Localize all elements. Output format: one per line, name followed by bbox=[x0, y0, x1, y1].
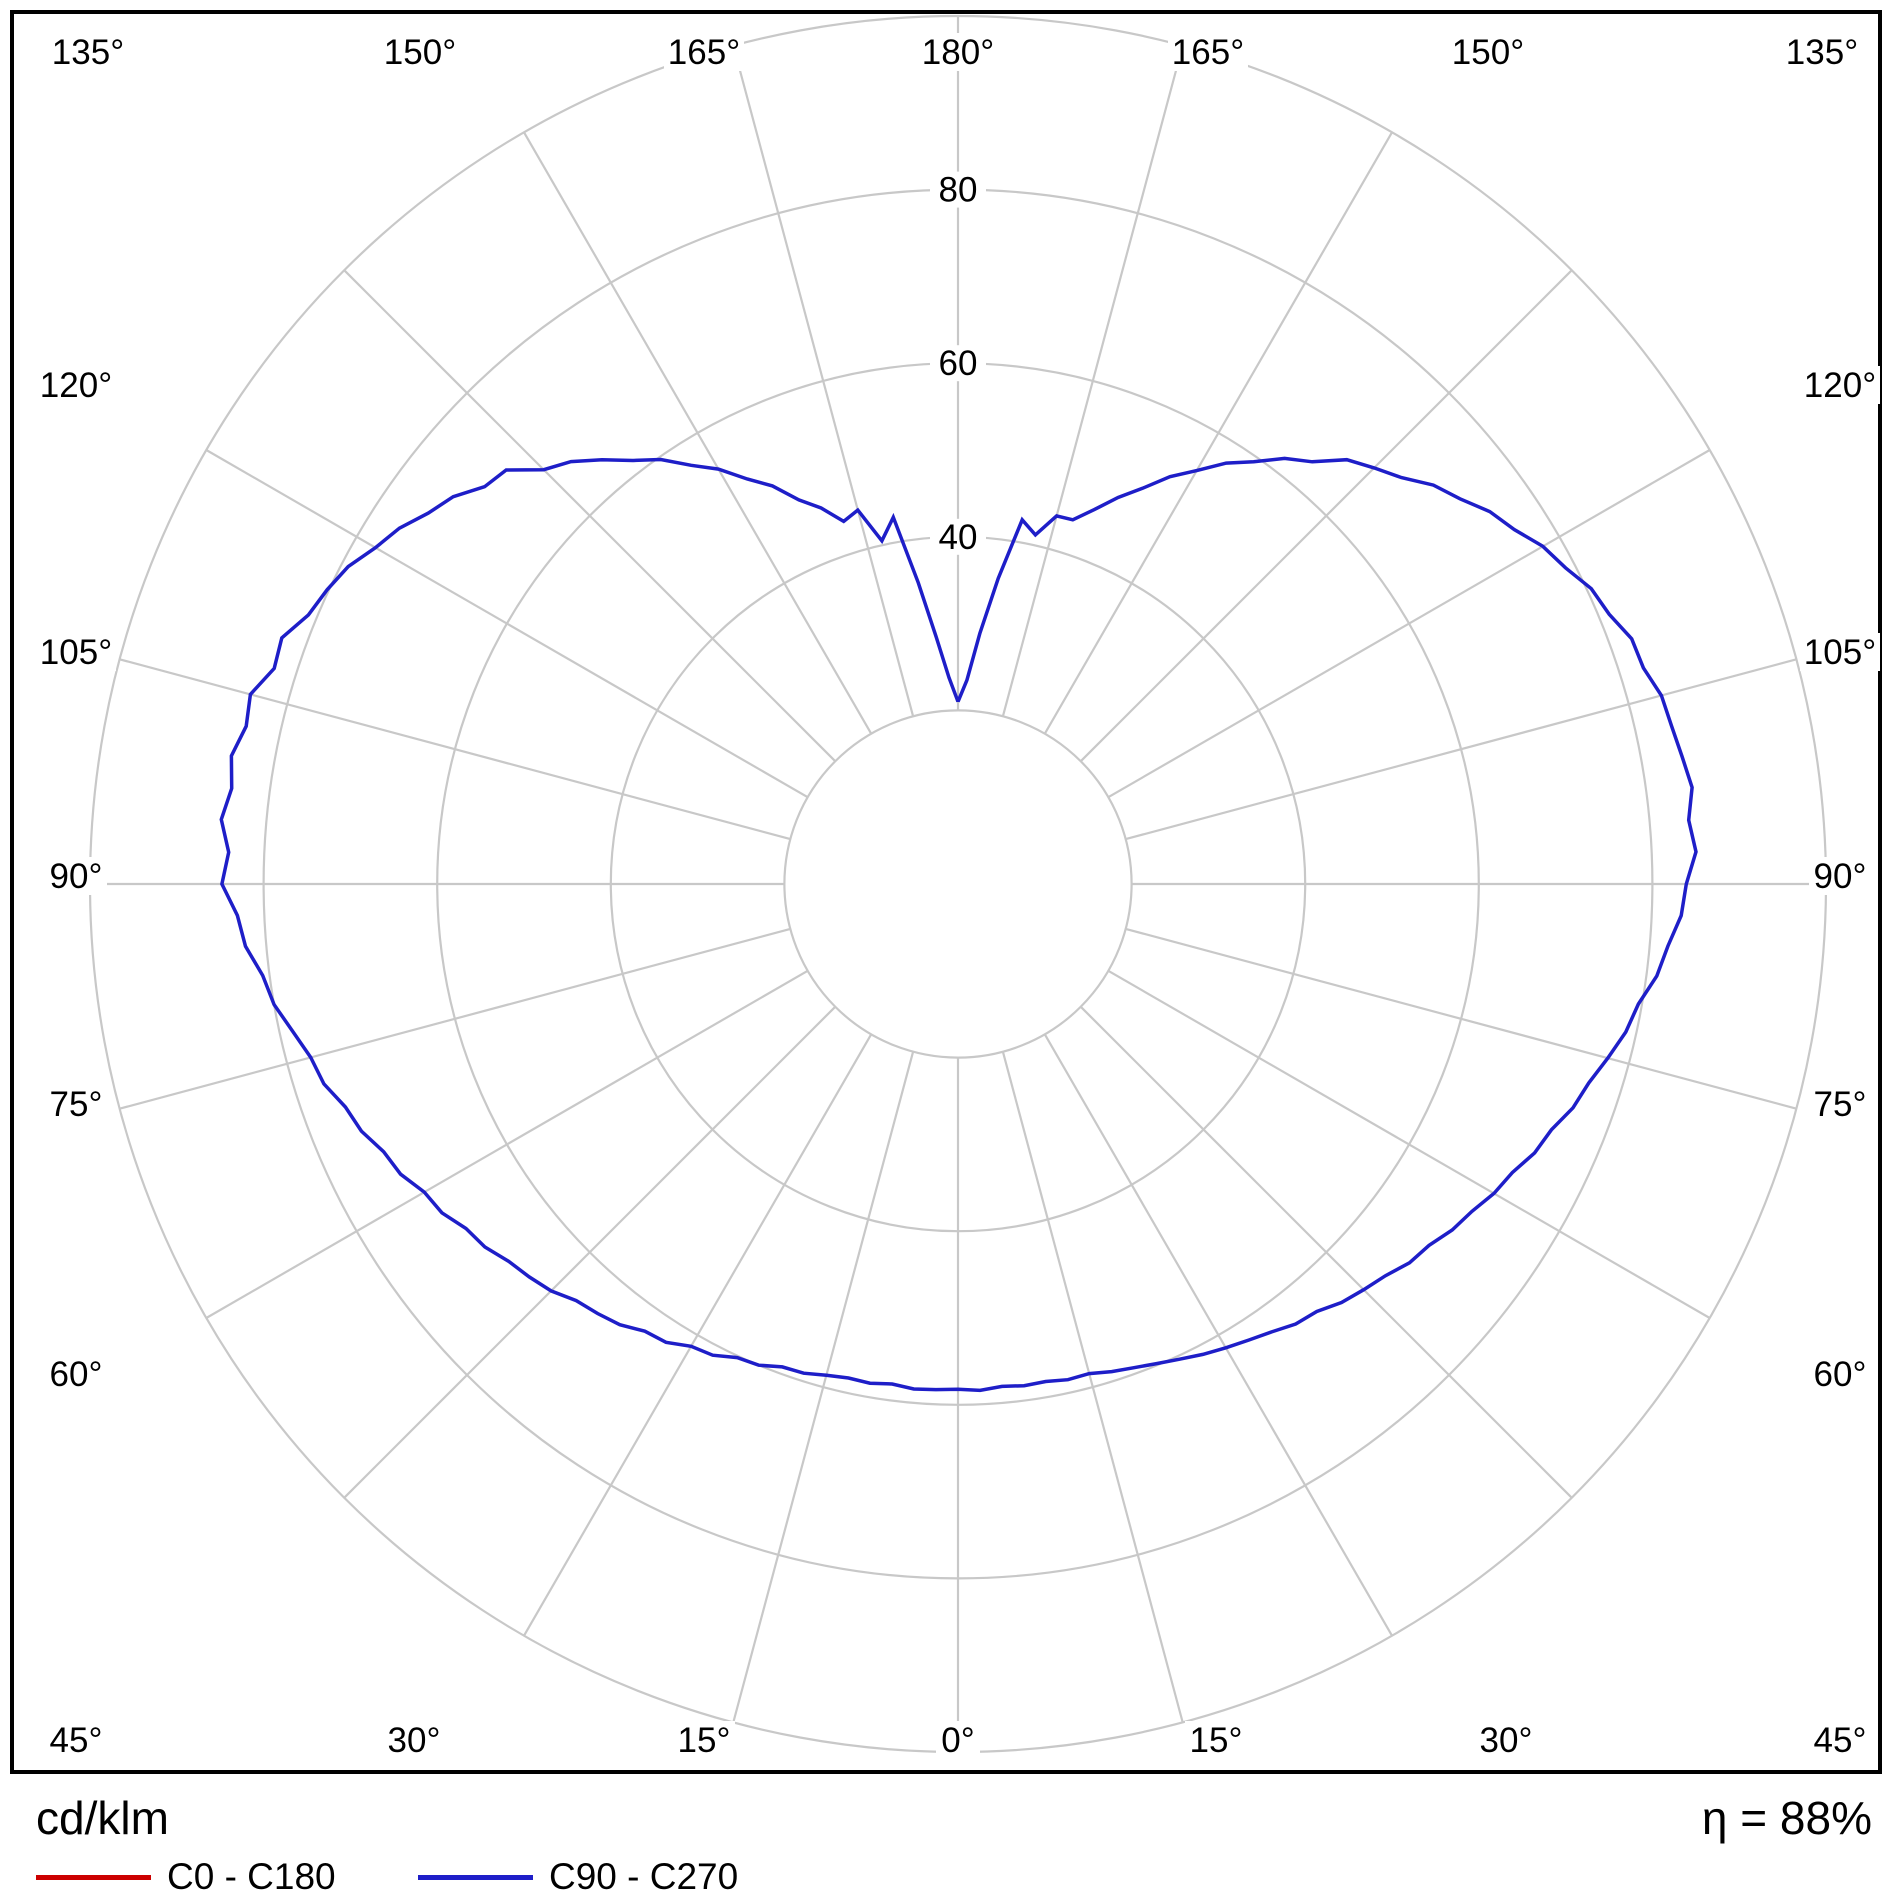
angle-label-bg bbox=[1800, 633, 1880, 671]
grid-spoke bbox=[119, 658, 791, 841]
angle-label: 135° bbox=[52, 33, 124, 72]
angle-label: 150° bbox=[384, 33, 456, 72]
angle-label: 45° bbox=[50, 1721, 103, 1760]
grid-spoke bbox=[1107, 449, 1711, 799]
angle-label: 120° bbox=[40, 366, 112, 405]
grid-spoke bbox=[205, 449, 809, 799]
legend-item-c0-c180: C0 - C180 bbox=[36, 1854, 336, 1900]
angle-label: 60° bbox=[1814, 1355, 1867, 1394]
angle-label-bg bbox=[45, 1355, 107, 1393]
angle-label: 105° bbox=[40, 633, 112, 672]
legend-swatch-c0-c180 bbox=[36, 1874, 151, 1880]
angle-label-bg bbox=[36, 633, 116, 671]
radial-tick-bg bbox=[930, 345, 986, 382]
grid-spoke bbox=[343, 1006, 836, 1499]
angle-label: 90° bbox=[1814, 857, 1867, 896]
angle-label-bg bbox=[1185, 1721, 1247, 1759]
grid-spoke bbox=[1043, 131, 1393, 735]
grid-spoke bbox=[523, 1033, 873, 1637]
angle-label: 105° bbox=[1804, 633, 1876, 672]
angle-label-bg bbox=[48, 33, 128, 71]
grid-spoke bbox=[119, 927, 791, 1110]
angle-label-bg bbox=[45, 1721, 107, 1759]
angle-label: 0° bbox=[941, 1721, 974, 1760]
grid-spoke bbox=[1107, 969, 1711, 1319]
grid-spoke bbox=[523, 131, 873, 735]
radial-tick-bg bbox=[930, 171, 986, 208]
legend: C0 - C180 C90 - C270 bbox=[0, 1854, 1900, 1900]
angle-label-bg bbox=[45, 1085, 107, 1123]
legend-label-c90-c270: C90 - C270 bbox=[549, 1856, 739, 1897]
angle-label: 90° bbox=[50, 857, 103, 896]
angle-label-bg bbox=[1782, 33, 1862, 71]
grid-spoke bbox=[1001, 45, 1184, 717]
radial-tick-label: 40 bbox=[939, 518, 978, 557]
angle-label: 15° bbox=[1190, 1721, 1243, 1760]
grid-spoke bbox=[205, 969, 809, 1319]
angle-label: 165° bbox=[668, 33, 740, 72]
grid-spoke bbox=[1125, 658, 1797, 841]
radial-tick-bg bbox=[930, 518, 986, 555]
angle-label-bg bbox=[1809, 1355, 1871, 1393]
angle-label: 180° bbox=[922, 33, 994, 72]
angle-label: 165° bbox=[1172, 33, 1244, 72]
angle-label-bg bbox=[1809, 1085, 1871, 1123]
angle-label-bg bbox=[1809, 857, 1871, 895]
grid-ring bbox=[783, 709, 1133, 1059]
angle-label-bg bbox=[36, 366, 116, 404]
angle-label: 75° bbox=[50, 1085, 103, 1124]
radial-tick-label: 80 bbox=[939, 171, 978, 210]
grid-spoke bbox=[732, 1051, 915, 1723]
angle-label-bg bbox=[380, 33, 460, 71]
grid-spoke bbox=[1080, 1006, 1573, 1499]
angle-label-bg bbox=[1800, 366, 1880, 404]
angle-label: 60° bbox=[50, 1355, 103, 1394]
angle-label-bg bbox=[1448, 33, 1528, 71]
angle-label-bg bbox=[664, 33, 744, 71]
angle-label-bg bbox=[45, 857, 107, 895]
intensity-curve-c90-c270 bbox=[219, 456, 1698, 1393]
angle-label-bg bbox=[383, 1721, 445, 1759]
angle-label-bg bbox=[936, 1721, 980, 1759]
angle-label: 15° bbox=[678, 1721, 731, 1760]
efficiency-label: η = 88% bbox=[1701, 1792, 1872, 1844]
grid-spoke bbox=[1001, 1051, 1184, 1723]
angle-label: 75° bbox=[1814, 1085, 1867, 1124]
legend-label-c0-c180: C0 - C180 bbox=[167, 1856, 336, 1897]
grid-spoke bbox=[732, 45, 915, 717]
angle-label: 30° bbox=[388, 1721, 441, 1760]
grid-spoke bbox=[1043, 1033, 1393, 1637]
unit-label: cd/klm bbox=[36, 1792, 169, 1844]
angle-label-bg bbox=[1809, 1721, 1871, 1759]
angle-label-bg bbox=[673, 1721, 735, 1759]
angle-label-bg bbox=[918, 33, 998, 71]
grid-spoke bbox=[1080, 269, 1573, 762]
angle-label: 30° bbox=[1480, 1721, 1533, 1760]
radial-tick-label: 60 bbox=[939, 344, 978, 383]
legend-item-c90-c270: C90 - C270 bbox=[418, 1854, 738, 1900]
grid-spoke bbox=[343, 269, 836, 762]
angle-label: 120° bbox=[1804, 366, 1876, 405]
chart-frame bbox=[10, 10, 1882, 1774]
angle-label: 135° bbox=[1786, 33, 1858, 72]
angle-label: 150° bbox=[1452, 33, 1524, 72]
grid-spoke bbox=[1125, 927, 1797, 1110]
angle-label-bg bbox=[1168, 33, 1248, 71]
legend-swatch-c90-c270 bbox=[418, 1874, 533, 1880]
angle-label-bg bbox=[1475, 1721, 1537, 1759]
angle-label: 45° bbox=[1814, 1721, 1867, 1760]
